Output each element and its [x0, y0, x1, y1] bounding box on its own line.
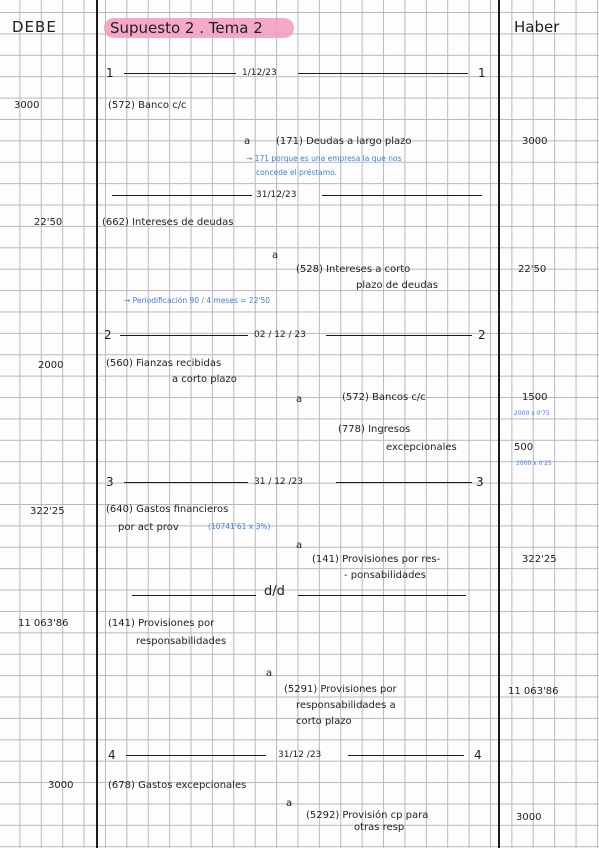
page-title: Supuesto 2 . Tema 2 [110, 19, 263, 37]
debit-account: (678) Gastos excepcionales [108, 780, 247, 791]
entry-separator-5: d/d [132, 584, 472, 602]
credit-a: a [244, 136, 251, 147]
credit-a: a [272, 250, 279, 261]
entry-separator-4: 3 31 / 12 /23 3 [104, 475, 494, 489]
credit-a: a [266, 668, 273, 679]
margin-note: (10741'61 x 3%) [208, 522, 271, 531]
debit-account: (572) Banco c/c [108, 100, 187, 111]
title-highlight [104, 18, 294, 38]
margin-note: → 171 porque es una empresa la que nos [246, 154, 402, 163]
debit-account: (141) Provisiones por [108, 618, 215, 629]
entry-date: 02 / 12 / 23 [254, 330, 306, 340]
debit-amount: 3000 [48, 780, 74, 791]
credit-a: a [296, 394, 303, 405]
entry-number: 2 [478, 328, 486, 342]
haber-column-rule [498, 0, 500, 848]
credit-account: (778) Ingresos [338, 424, 411, 435]
margin-note: concede el préstamo. [256, 168, 337, 177]
credit-amount: 3000 [522, 136, 548, 147]
debe-heading: DEBE [12, 18, 57, 36]
entry-number: 3 [106, 475, 114, 489]
credit-account: responsabilidades a [296, 700, 396, 711]
credit-a: a [296, 540, 303, 551]
credit-account: excepcionales [386, 442, 457, 453]
haber-heading: Haber [514, 18, 560, 36]
credit-account: (528) Intereses a corto [296, 264, 411, 275]
entry-separator-6: 4 31/12 /23 4 [108, 748, 494, 762]
credit-account: (5292) Provisión cp para [306, 810, 429, 821]
entry-date: 31 / 12 /23 [254, 477, 304, 487]
credit-a: a [286, 798, 293, 809]
entry-date: 31/12 /23 [278, 750, 322, 760]
margin-note: → Periodificación 90 / 4 meses = 22'50 [124, 296, 271, 305]
credit-account: (5291) Provisiones por [284, 684, 397, 695]
credit-amount: 22'50 [518, 264, 547, 275]
entry-number: 4 [108, 748, 116, 762]
margin-note: 2000 x 0'75 [514, 410, 550, 417]
debit-account: (662) Intereses de deudas [102, 217, 234, 228]
credit-account: - ponsabilidades [344, 570, 426, 581]
credit-amount: 500 [514, 442, 534, 453]
credit-amount: 11 063'86 [508, 686, 559, 697]
entry-date: 31/12/23 [256, 190, 297, 200]
credit-account: otras resp [354, 822, 405, 833]
entry-date: 1/12/23 [242, 68, 277, 78]
debit-account: (640) Gastos financieros [106, 504, 229, 515]
credit-account: corto plazo [296, 716, 352, 727]
debe-column-rule [96, 0, 98, 848]
credit-account: plazo de deudas [356, 280, 439, 291]
credit-account: (171) Deudas a largo plazo [276, 136, 412, 147]
entry-number: 3 [476, 475, 484, 489]
entry-number: 2 [104, 328, 112, 342]
debit-amount: 11 063'86 [18, 618, 69, 629]
debit-amount: 2000 [38, 360, 64, 371]
credit-account: (141) Provisiones por res- [312, 554, 441, 565]
entry-separator-2: 31/12/23 [112, 188, 484, 202]
debit-account: a corto plazo [172, 374, 237, 385]
entry-number: 1 [106, 66, 114, 80]
entry-separator-3: 2 02 / 12 / 23 2 [104, 328, 494, 342]
debit-amount: 322'25 [30, 506, 65, 517]
margin-note: 2000 x 0'25 [516, 460, 552, 467]
entry-separator-1: 1 1/12/23 1 [104, 66, 494, 80]
credit-amount: 322'25 [522, 554, 557, 565]
debit-account: por act prov [118, 522, 179, 533]
entry-date: d/d [264, 584, 285, 599]
debit-account: responsabilidades [136, 636, 227, 647]
debit-amount: 22'50 [34, 217, 63, 228]
debit-account: (560) Fianzas recibidas [106, 358, 222, 369]
credit-account: (572) Bancos c/c [342, 392, 426, 403]
entry-number: 1 [478, 66, 486, 80]
entry-number: 4 [474, 748, 482, 762]
credit-amount: 1500 [522, 392, 548, 403]
debit-amount: 3000 [14, 100, 40, 111]
credit-amount: 3000 [516, 812, 542, 823]
